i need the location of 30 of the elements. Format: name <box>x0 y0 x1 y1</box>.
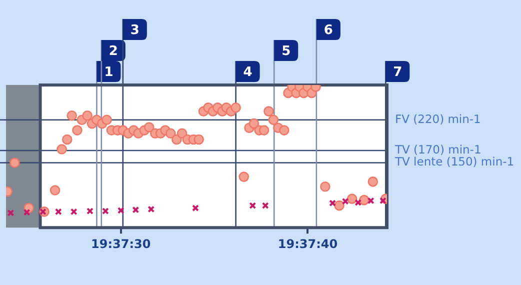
text: 4 <box>243 64 252 80</box>
point <box>379 197 386 204</box>
point <box>148 206 155 213</box>
ref-line-label: FV (220) min-1 <box>395 112 481 126</box>
point <box>354 199 362 206</box>
point <box>86 208 94 215</box>
point <box>70 208 78 216</box>
x-tick-label: 19:37:30 <box>91 236 151 251</box>
point <box>7 209 14 216</box>
ref-line-label: TV lente (150) min-1 <box>394 154 514 169</box>
point <box>367 197 374 204</box>
point <box>39 208 46 216</box>
point <box>23 208 30 216</box>
point <box>249 202 256 210</box>
text: 6 <box>324 22 333 38</box>
point <box>117 206 124 214</box>
ref-line-label: TV (170) min-1 <box>394 142 482 156</box>
point <box>262 202 269 210</box>
point <box>329 200 336 207</box>
text: 3 <box>130 22 140 38</box>
point <box>54 208 62 216</box>
x-tick-label: 19:37:40 <box>278 236 338 251</box>
text: 2 <box>108 44 118 59</box>
text: 1 <box>104 64 114 80</box>
text: 5 <box>282 44 291 59</box>
point <box>102 208 109 215</box>
point <box>192 204 199 212</box>
point <box>342 198 349 205</box>
point <box>132 206 140 214</box>
text: 7 <box>393 64 402 80</box>
